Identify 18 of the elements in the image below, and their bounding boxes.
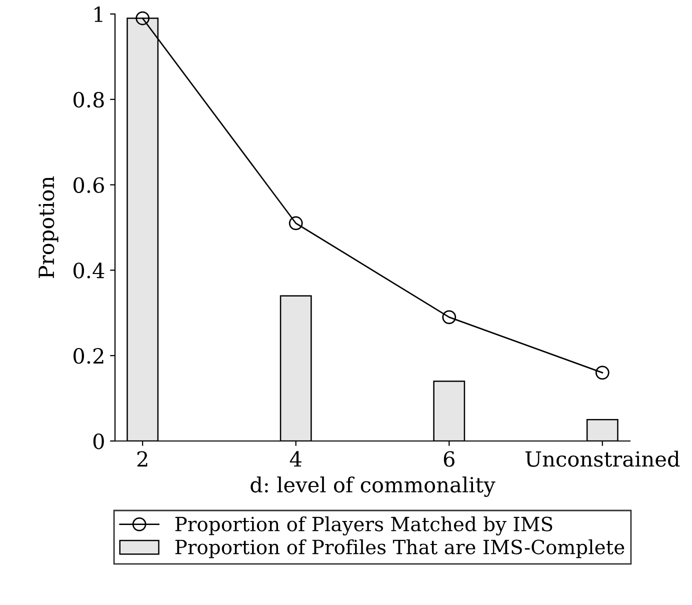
point [595, 366, 610, 380]
legend-label: Proportion of Players Matched by IMS [175, 516, 552, 536]
y-tick-label: 0.8 [74, 92, 104, 108]
y-tick-label: 0.6 [74, 177, 104, 194]
point [442, 310, 456, 324]
y-tick-label: 0.4 [74, 262, 104, 278]
x-tick-label: 6 [444, 451, 454, 467]
x-tick-label: 2 [137, 451, 148, 467]
point [136, 11, 150, 26]
y-tick-label: 0.2 [74, 348, 104, 364]
y-tick-label: 0 [93, 433, 104, 450]
x-axis-title: d: level of commonality [250, 476, 496, 497]
y-tick-label: 1 [94, 6, 102, 22]
legend-label: Proportion of Profiles That are IMS-Complete [175, 539, 624, 558]
x-tick-label: 4 [290, 451, 302, 467]
point [288, 216, 303, 230]
x-tick-label: Unconstrained [525, 450, 680, 467]
y-axis-title: Propotion [38, 176, 58, 278]
